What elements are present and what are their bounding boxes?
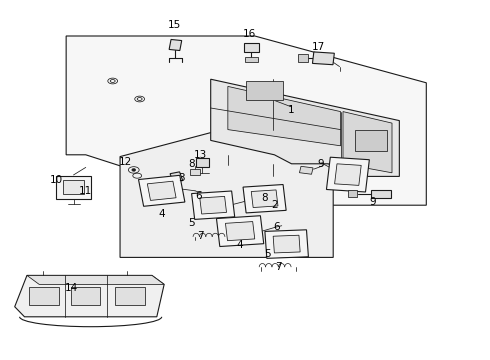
Text: 16: 16 — [243, 29, 257, 39]
Text: 12: 12 — [118, 157, 132, 167]
Polygon shape — [335, 164, 361, 185]
Text: 11: 11 — [79, 186, 93, 196]
Polygon shape — [150, 188, 159, 193]
Text: 10: 10 — [50, 175, 63, 185]
Polygon shape — [244, 43, 259, 52]
Polygon shape — [120, 108, 333, 257]
Polygon shape — [225, 221, 255, 241]
Polygon shape — [251, 190, 278, 207]
Polygon shape — [29, 287, 59, 305]
Polygon shape — [246, 81, 283, 100]
Polygon shape — [343, 112, 392, 173]
Polygon shape — [245, 57, 258, 62]
Polygon shape — [169, 40, 182, 50]
Text: 6: 6 — [195, 191, 202, 201]
Circle shape — [132, 168, 136, 171]
Polygon shape — [265, 230, 308, 258]
Polygon shape — [348, 190, 357, 197]
Polygon shape — [200, 197, 226, 214]
Text: 8: 8 — [261, 193, 268, 203]
Text: 15: 15 — [167, 20, 181, 30]
Polygon shape — [139, 175, 185, 206]
Polygon shape — [115, 287, 145, 305]
Polygon shape — [228, 86, 341, 146]
Polygon shape — [298, 54, 308, 62]
Polygon shape — [273, 235, 300, 253]
Text: 9: 9 — [318, 159, 324, 169]
Text: 4: 4 — [158, 209, 165, 219]
Text: 2: 2 — [271, 200, 278, 210]
Polygon shape — [355, 130, 387, 151]
Polygon shape — [147, 181, 176, 201]
Polygon shape — [196, 158, 209, 167]
Polygon shape — [299, 166, 313, 174]
Polygon shape — [15, 275, 164, 317]
Polygon shape — [192, 191, 235, 219]
Text: 7: 7 — [275, 262, 282, 272]
Text: 1: 1 — [288, 105, 295, 115]
Text: 8: 8 — [188, 159, 195, 169]
Polygon shape — [263, 199, 274, 206]
Polygon shape — [63, 180, 84, 194]
Text: 3: 3 — [178, 173, 185, 183]
Text: 4: 4 — [237, 240, 244, 250]
Polygon shape — [71, 287, 100, 305]
Text: 17: 17 — [312, 42, 325, 52]
Polygon shape — [313, 52, 334, 65]
Polygon shape — [326, 157, 369, 192]
Text: 7: 7 — [197, 231, 204, 241]
Polygon shape — [211, 79, 399, 176]
Text: 14: 14 — [64, 283, 78, 293]
Polygon shape — [66, 36, 426, 205]
Text: 6: 6 — [273, 222, 280, 232]
Polygon shape — [27, 275, 164, 284]
Polygon shape — [371, 190, 391, 198]
Text: 5: 5 — [264, 249, 270, 259]
Polygon shape — [56, 176, 91, 199]
Text: 5: 5 — [188, 218, 195, 228]
Polygon shape — [217, 216, 264, 247]
Text: 13: 13 — [194, 150, 208, 160]
Text: 9: 9 — [369, 197, 376, 207]
Polygon shape — [170, 172, 183, 183]
Polygon shape — [190, 169, 200, 175]
Polygon shape — [243, 185, 286, 213]
